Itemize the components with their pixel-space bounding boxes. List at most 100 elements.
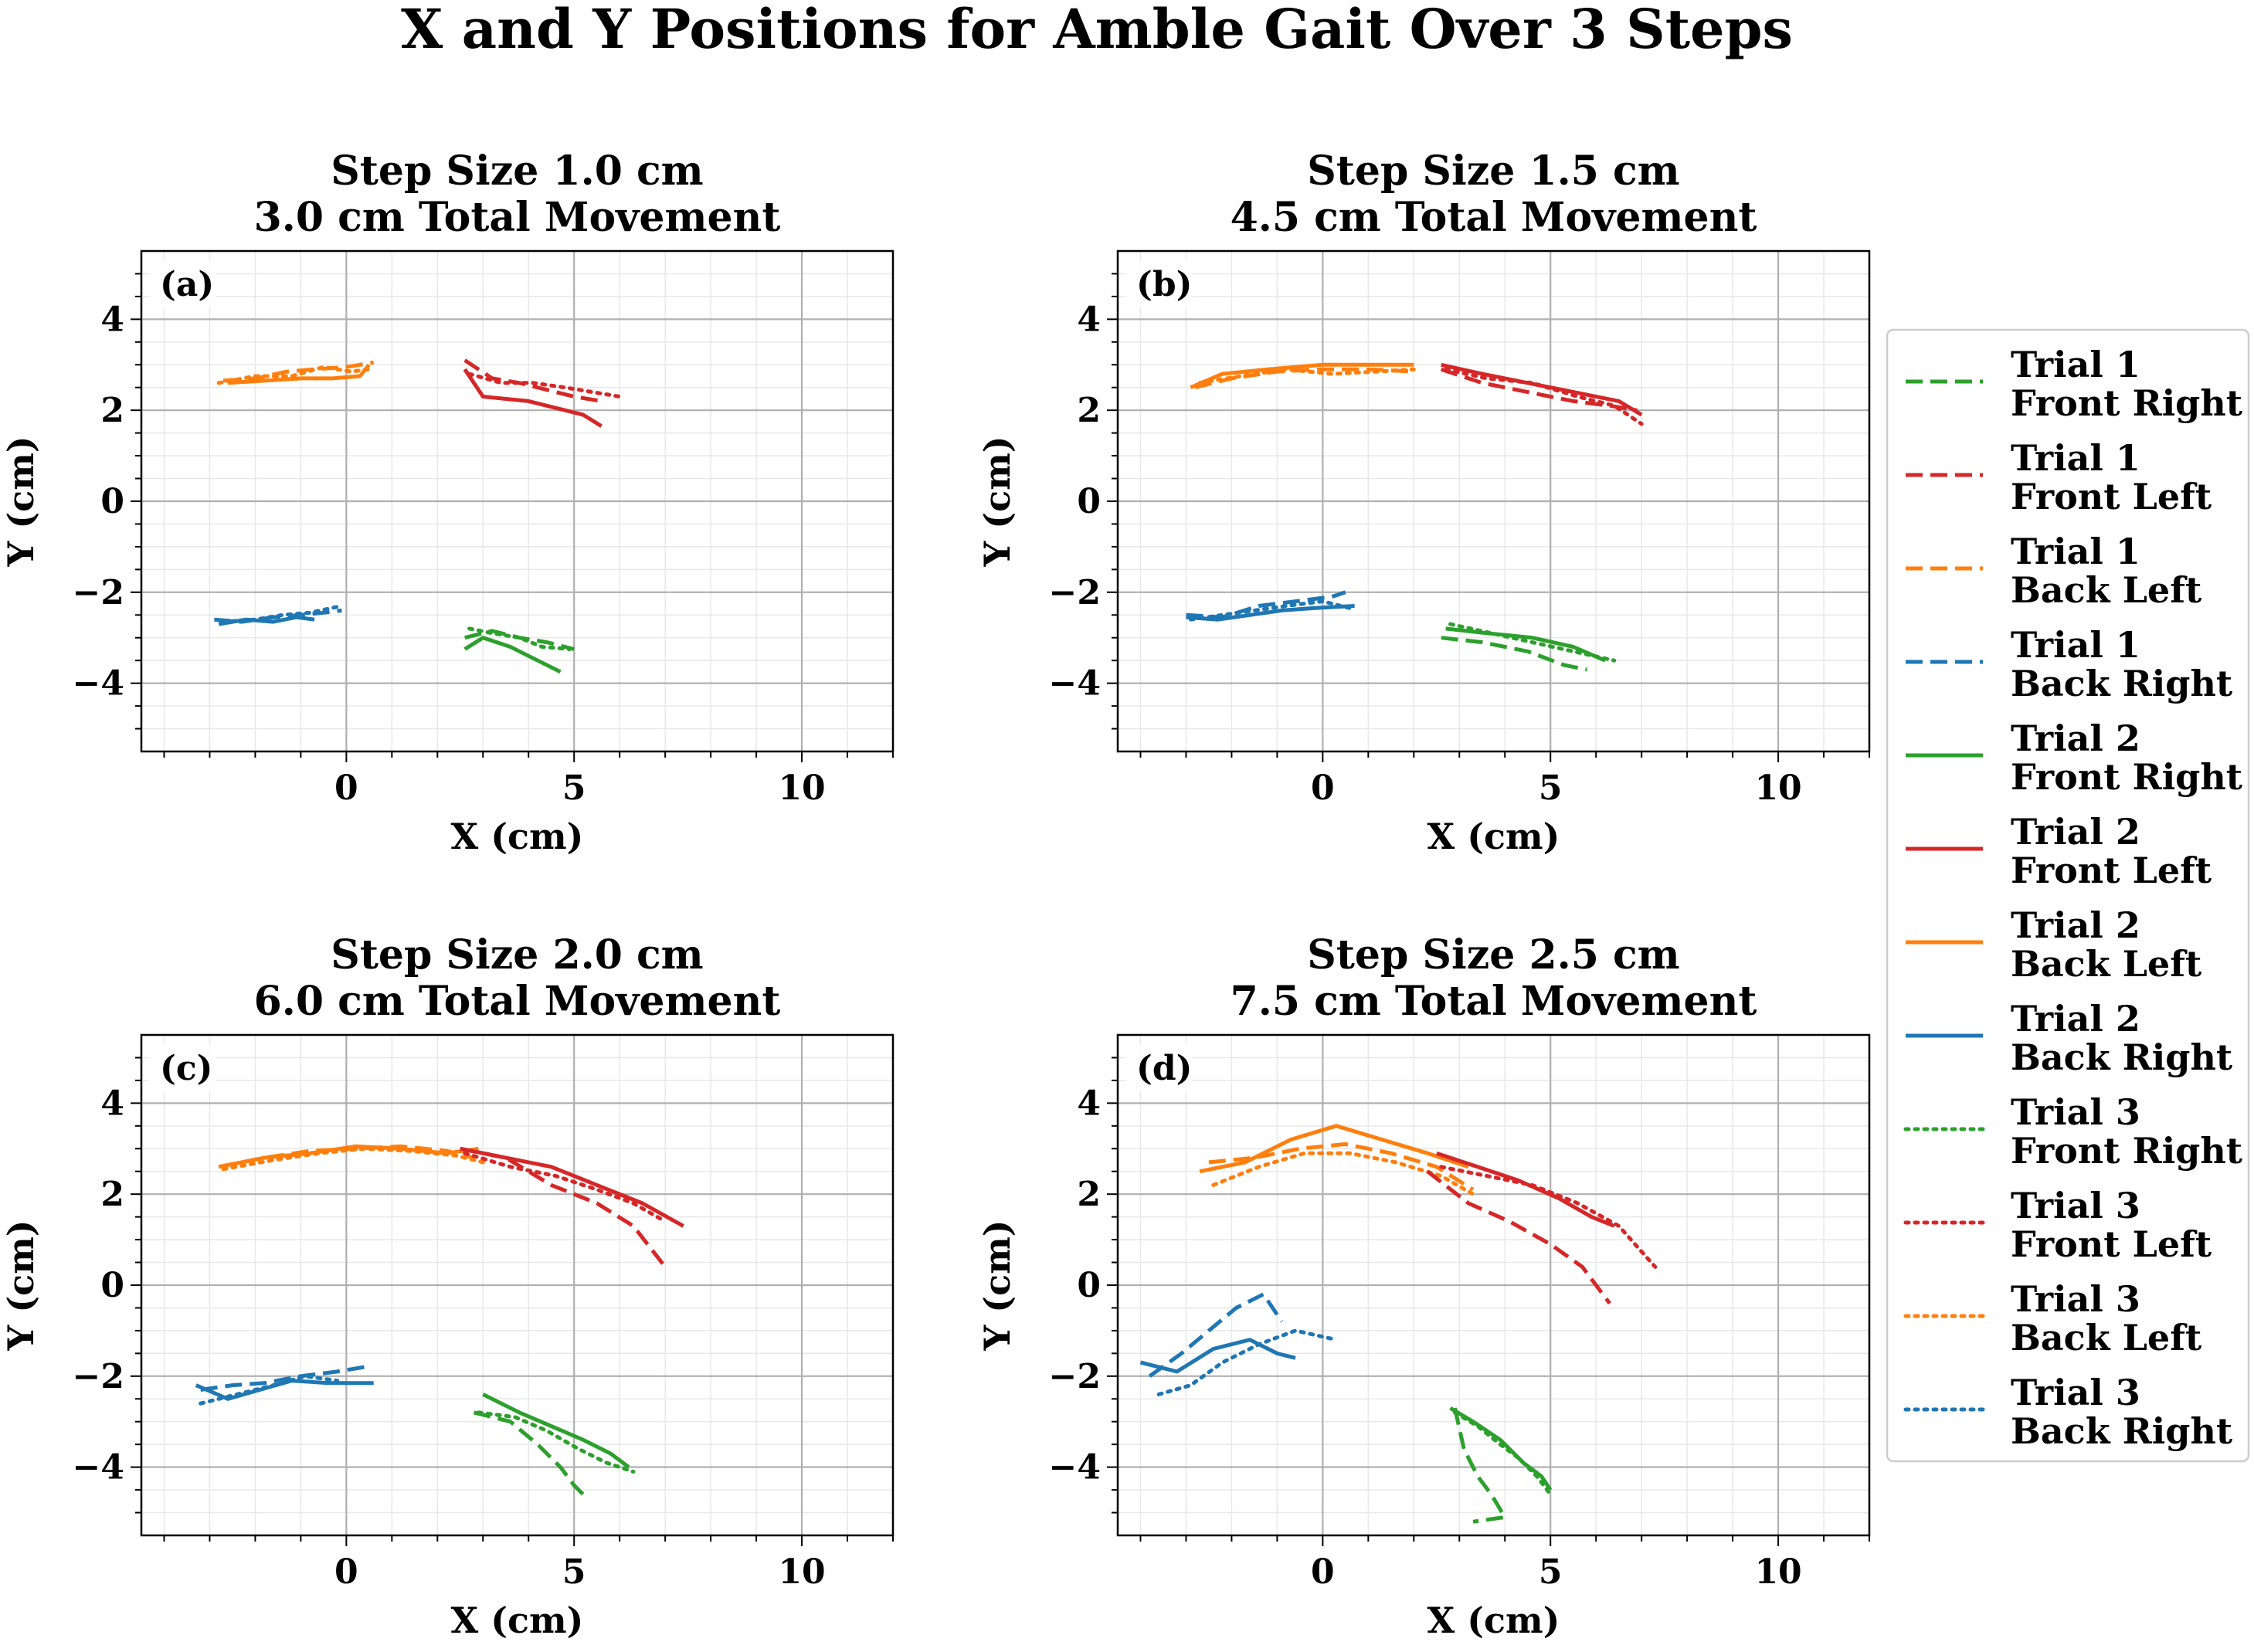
legend-label-leg: Front Right [2011,382,2243,424]
y-tick-label: −2 [1049,1357,1101,1396]
series-line-trial-3-front-left [467,371,622,399]
y-tick-label: −2 [1049,573,1101,612]
legend-label-trial: Trial 1 [2011,437,2140,479]
y-tick-label: −4 [73,1448,124,1487]
series-line-trial-2-back-left [1190,362,1414,389]
subplot-subtitle: 7.5 cm Total Movement [1231,978,1757,1025]
y-tick-label: 4 [1077,1084,1101,1123]
series-line-trial-1-back-right [1186,590,1346,619]
panel-label: (a) [160,265,214,304]
x-axis-label: X (cm) [451,1599,584,1641]
y-tick-label: −2 [73,1357,124,1396]
y-tick-label: 0 [100,1266,124,1305]
series-line-trial-1-front-right [1452,1407,1507,1524]
legend-label-trial: Trial 2 [2011,998,2140,1040]
panel-label-box [1125,260,1192,308]
legend-label-trial: Trial 3 [2011,1372,2140,1413]
series-line-trial-2-front-right [463,636,562,674]
x-tick-label: 10 [1754,1552,1801,1592]
legend-label-leg: Front Left [2011,476,2212,517]
major-grid [141,251,893,751]
y-tick-label: 4 [1077,300,1101,339]
legend-frame [1886,328,2250,1463]
y-tick-label: 2 [1077,391,1101,430]
major-grid [1118,251,1869,751]
x-tick-label: 10 [778,768,825,808]
series-line-trial-1-front-left [460,1146,667,1268]
y-axis-label: Y (cm) [0,436,42,567]
series-line-trial-3-front-right [1452,1410,1553,1497]
ticks: 0 5 10 −4 −2 0 2 4 [73,1057,894,1592]
y-tick-label: 0 [1077,482,1101,521]
y-axis-label: Y (cm) [976,436,1018,567]
y-tick-label: 2 [100,1175,124,1214]
legend-label-trial: Trial 2 [2011,904,2140,946]
series-line-trial-2-back-left [1199,1124,1469,1174]
series-line-trial-3-back-right [1156,1328,1339,1396]
x-axis-label: X (cm) [451,816,584,857]
legend-label-leg: Back Right [2011,1410,2233,1452]
y-tick-label: 0 [100,482,124,521]
series-line-trial-2-front-left [463,368,603,428]
legend-label-trial: Trial 2 [2011,811,2140,853]
legend-label-leg: Back Right [2011,1036,2233,1078]
panel-label-box [149,1044,216,1092]
ticks: 0 5 10 −4 −2 0 2 4 [1049,273,1870,808]
series-line-trial-3-back-left [216,365,372,385]
y-tick-label: 0 [1077,1266,1101,1305]
subplot-3: 0 5 10 −4 −2 0 2 4 Step Size 2.0 cm6.0 cm Total … [0,931,894,1641]
series-line-trial-1-back-right [200,1365,365,1392]
series-line-trial-2-back-right [1186,604,1355,622]
legend-label-trial: Trial 1 [2011,624,2140,666]
subplot-title: Step Size 2.0 cm [331,931,703,979]
subplot-title: Step Size 1.5 cm [1307,148,1679,195]
legend-label-leg: Back Right [2011,663,2233,704]
subplots: 0 5 10 −4 −2 0 2 4 Step Size 1.0 cm3.0 cm Total … [0,148,1871,1641]
y-tick-label: −2 [73,573,124,612]
series-line-trial-3-back-right [1188,599,1353,622]
major-grid [1118,1035,1869,1535]
legend-label-trial: Trial 1 [2011,344,2140,385]
panel-label-box [149,260,216,308]
x-tick-label: 5 [562,1552,586,1592]
x-tick-label: 0 [334,768,358,808]
panel-label: (c) [160,1049,212,1088]
series-line-trial-3-front-right [467,626,572,651]
figure-title: X and Y Positions for Amble Gait Over 3 … [401,0,1793,61]
series-line-trial-1-back-left [1208,1141,1475,1192]
legend-label-trial: Trial 3 [2011,1185,2140,1226]
y-tick-label: 2 [100,391,124,430]
legend-label-trial: Trial 3 [2011,1091,2140,1133]
x-tick-label: 0 [1311,1552,1335,1592]
series-group [1186,362,1644,672]
legend-label-leg: Back Left [2011,569,2202,611]
series-line-trial-1-front-left [1440,367,1638,412]
series-line-trial-3-front-right [476,1410,636,1474]
x-tick-label: 0 [1311,768,1335,808]
subplot-title: Step Size 2.5 cm [1307,931,1679,979]
series-line-trial-3-front-left [1439,1165,1658,1269]
series-line-trial-2-front-left [1436,1151,1615,1228]
series-line-trial-1-front-right [473,1410,589,1501]
x-tick-label: 5 [1539,1552,1563,1592]
legend-label-leg: Back Left [2011,1317,2202,1359]
subplot-1: 0 5 10 −4 −2 0 2 4 Step Size 1.0 cm3.0 cm Total … [0,148,894,857]
ticks: 0 5 10 −4 −2 0 2 4 [1049,1057,1870,1592]
series-line-trial-2-back-left [227,363,371,385]
x-axis-label: X (cm) [1427,816,1560,857]
subplot-4: 0 5 10 −4 −2 0 2 4 Step Size 2.5 cm7.5 cm Total … [976,931,1871,1641]
series-group [214,358,622,674]
legend-label-leg: Front Left [2011,1223,2212,1265]
series-line-trial-3-back-left [1197,367,1416,385]
series-group [1139,1124,1658,1524]
series-line-trial-2-front-left [460,1146,684,1228]
y-tick-label: −4 [73,664,124,704]
x-tick-label: 10 [778,1552,825,1592]
subplot-subtitle: 4.5 cm Total Movement [1231,194,1757,241]
